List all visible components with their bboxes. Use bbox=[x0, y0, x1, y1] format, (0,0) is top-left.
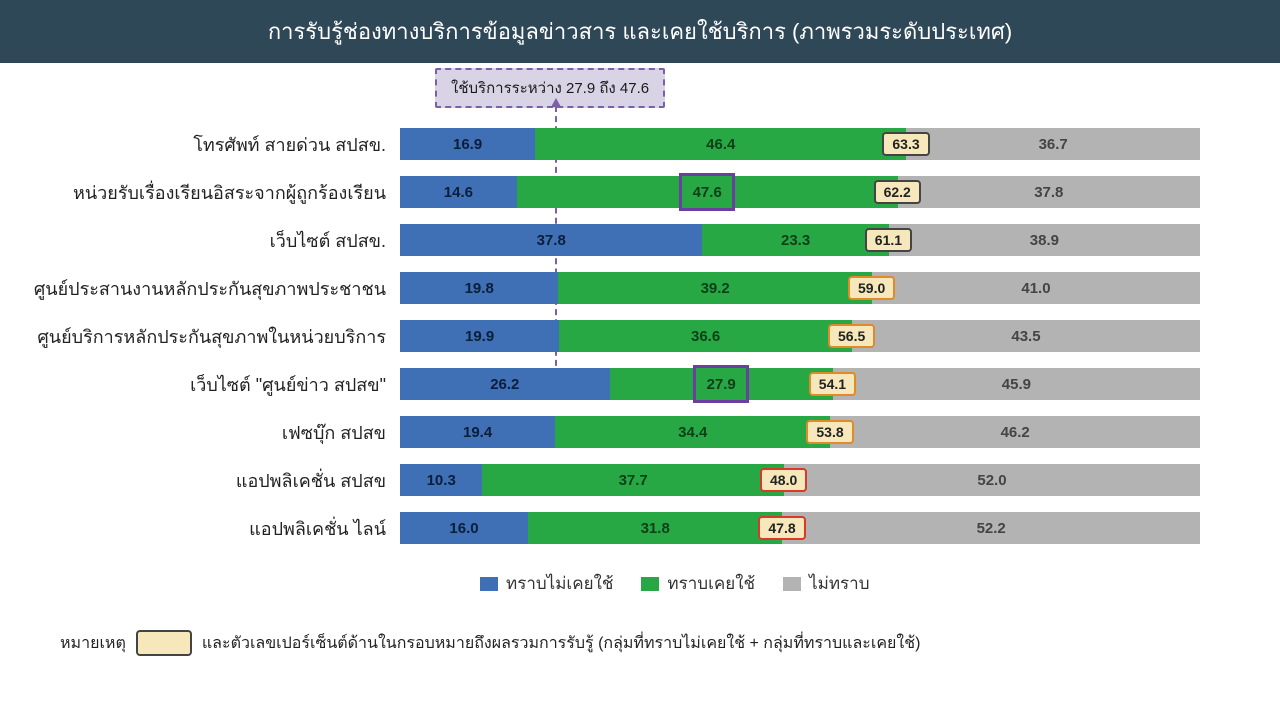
segment-blue: 14.6 bbox=[400, 176, 517, 208]
bar: 16.946.436.763.3 bbox=[400, 128, 1200, 160]
segment-blue: 37.8 bbox=[400, 224, 702, 256]
chart-row: เฟซบุ๊ก สปสข19.434.446.253.8 bbox=[0, 408, 1280, 456]
segment-green: 37.7 bbox=[482, 464, 784, 496]
chart-row: หน่วยรับเรื่องเรียนอิสระจากผู้ถูกร้องเรี… bbox=[0, 168, 1280, 216]
sum-badge: 54.1 bbox=[809, 372, 856, 396]
sum-badge: 63.3 bbox=[882, 132, 929, 156]
segment-gray: 41.0 bbox=[872, 272, 1200, 304]
chart-row: โทรศัพท์ สายด่วน สปสข.16.946.436.763.3 bbox=[0, 120, 1280, 168]
segment-blue: 16.9 bbox=[400, 128, 535, 160]
row-label: ศูนย์ประสานงานหลักประกันสุขภาพประชาชน bbox=[0, 274, 400, 303]
page-title: การรับรู้ช่องทางบริการข้อมูลข่าวสาร และเ… bbox=[0, 0, 1280, 63]
sum-badge: 59.0 bbox=[848, 276, 895, 300]
bar: 19.936.643.556.5 bbox=[400, 320, 1200, 352]
bar: 37.823.338.961.1 bbox=[400, 224, 1200, 256]
chart-row: ศูนย์บริการหลักประกันสุขภาพในหน่วยบริการ… bbox=[0, 312, 1280, 360]
segment-gray: 37.8 bbox=[898, 176, 1200, 208]
footnote: หมายเหตุ และตัวเลขเปอร์เซ็นต์ด้านในกรอบห… bbox=[60, 630, 920, 656]
segment-blue: 10.3 bbox=[400, 464, 482, 496]
legend-item-green: ทราบเคยใช้ bbox=[641, 570, 755, 597]
sum-badge: 61.1 bbox=[865, 228, 912, 252]
segment-green: 36.6 bbox=[559, 320, 852, 352]
segment-gray: 36.7 bbox=[906, 128, 1200, 160]
row-label: เฟซบุ๊ก สปสข bbox=[0, 418, 400, 447]
legend-item-gray: ไม่ทราบ bbox=[783, 570, 869, 597]
row-label: หน่วยรับเรื่องเรียนอิสระจากผู้ถูกร้องเรี… bbox=[0, 178, 400, 207]
legend-label: ไม่ทราบ bbox=[809, 570, 869, 597]
segment-blue: 19.9 bbox=[400, 320, 559, 352]
segment-green: 23.3 bbox=[702, 224, 888, 256]
bar: 19.839.241.059.0 bbox=[400, 272, 1200, 304]
sum-badge: 53.8 bbox=[806, 420, 853, 444]
row-label: แอปพลิเคชั่น ไลน์ bbox=[0, 514, 400, 543]
row-label: ศูนย์บริการหลักประกันสุขภาพในหน่วยบริการ bbox=[0, 322, 400, 351]
chart-row: แอปพลิเคชั่น สปสข10.337.752.048.0 bbox=[0, 456, 1280, 504]
row-label: แอปพลิเคชั่น สปสข bbox=[0, 466, 400, 495]
segment-blue: 16.0 bbox=[400, 512, 528, 544]
sum-badge: 48.0 bbox=[760, 468, 807, 492]
bar: 19.434.446.253.8 bbox=[400, 416, 1200, 448]
sum-badge: 47.8 bbox=[758, 516, 805, 540]
legend-label: ทราบไม่เคยใช้ bbox=[506, 570, 613, 597]
bar: 14.647.637.862.2 bbox=[400, 176, 1200, 208]
chart-row: ศูนย์ประสานงานหลักประกันสุขภาพประชาชน19.… bbox=[0, 264, 1280, 312]
segment-gray: 52.2 bbox=[782, 512, 1200, 544]
bar: 26.227.945.954.1 bbox=[400, 368, 1200, 400]
segment-green: 27.9 bbox=[610, 368, 833, 400]
row-label: เว็บไซต์ สปสข. bbox=[0, 226, 400, 255]
segment-blue: 26.2 bbox=[400, 368, 610, 400]
chart-row: เว็บไซต์ สปสข.37.823.338.961.1 bbox=[0, 216, 1280, 264]
segment-gray: 38.9 bbox=[889, 224, 1200, 256]
sum-badge: 56.5 bbox=[828, 324, 875, 348]
chart-row: เว็บไซต์ "ศูนย์ข่าว สปสข"26.227.945.954.… bbox=[0, 360, 1280, 408]
bar: 10.337.752.048.0 bbox=[400, 464, 1200, 496]
chart-row: แอปพลิเคชั่น ไลน์16.031.852.247.8 bbox=[0, 504, 1280, 552]
legend-label: ทราบเคยใช้ bbox=[667, 570, 755, 597]
segment-blue: 19.4 bbox=[400, 416, 555, 448]
segment-green: 39.2 bbox=[558, 272, 872, 304]
segment-gray: 45.9 bbox=[833, 368, 1200, 400]
segment-gray: 46.2 bbox=[830, 416, 1200, 448]
segment-green: 46.4 bbox=[535, 128, 906, 160]
note-prefix: หมายเหตุ bbox=[60, 631, 126, 656]
note-badge-icon bbox=[136, 630, 192, 656]
segment-green: 34.4 bbox=[555, 416, 830, 448]
segment-gray: 43.5 bbox=[852, 320, 1200, 352]
swatch-green bbox=[641, 577, 659, 591]
legend: ทราบไม่เคยใช้ ทราบเคยใช้ ไม่ทราบ bbox=[480, 570, 870, 597]
segment-blue: 19.8 bbox=[400, 272, 558, 304]
bar-chart: โทรศัพท์ สายด่วน สปสข.16.946.436.763.3หน… bbox=[0, 120, 1280, 552]
segment-green: 31.8 bbox=[528, 512, 782, 544]
note-text: และตัวเลขเปอร์เซ็นต์ด้านในกรอบหมายถึงผลร… bbox=[202, 631, 921, 656]
swatch-gray bbox=[783, 577, 801, 591]
segment-green: 47.6 bbox=[517, 176, 898, 208]
sum-badge: 62.2 bbox=[874, 180, 921, 204]
segment-gray: 52.0 bbox=[784, 464, 1200, 496]
row-label: เว็บไซต์ "ศูนย์ข่าว สปสข" bbox=[0, 370, 400, 399]
bar: 16.031.852.247.8 bbox=[400, 512, 1200, 544]
swatch-blue bbox=[480, 577, 498, 591]
legend-item-blue: ทราบไม่เคยใช้ bbox=[480, 570, 613, 597]
row-label: โทรศัพท์ สายด่วน สปสข. bbox=[0, 130, 400, 159]
